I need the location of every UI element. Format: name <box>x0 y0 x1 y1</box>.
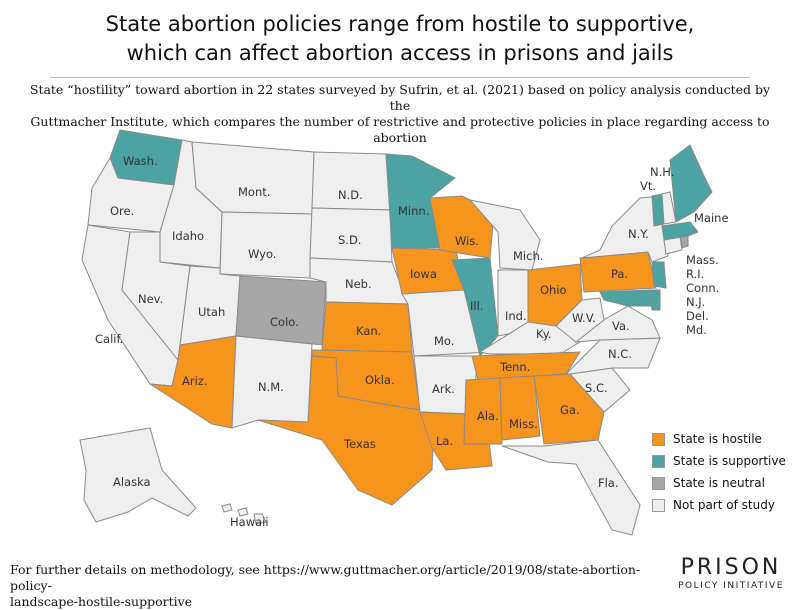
ne-label-md: Md. <box>686 323 707 337</box>
state-hi-3 <box>253 513 267 525</box>
label-tn: Tenn. <box>499 360 530 374</box>
state-fl <box>501 439 641 536</box>
label-ne: Neb. <box>345 277 372 291</box>
label-vt: Vt. <box>640 179 656 193</box>
state-de <box>649 289 661 311</box>
label-nv: Nev. <box>138 292 163 306</box>
state-wv <box>555 297 605 343</box>
swatch-not-studied <box>652 498 665 512</box>
state-me <box>669 144 713 223</box>
label-oh: Ohio <box>540 283 567 297</box>
label-ky: Ky. <box>536 327 552 341</box>
label-ar: Ark. <box>432 382 455 396</box>
ne-label-ri: R.I. <box>686 267 704 281</box>
ne-label-nj: N.J. <box>686 295 705 309</box>
label-ks: Kan. <box>356 324 381 338</box>
state-ga <box>533 373 605 445</box>
label-la: La. <box>436 434 453 448</box>
label-tx: Texas <box>343 437 376 451</box>
label-mo: Mo. <box>434 334 454 348</box>
state-wy <box>219 211 313 279</box>
label-id: Idaho <box>172 229 204 243</box>
subtitle: State “hostility” toward abortion in 22 … <box>20 82 780 146</box>
label-ia: Iowa <box>410 267 437 281</box>
label-al: Ala. <box>477 409 499 423</box>
state-co <box>235 275 327 346</box>
footnote-line-1: For further details on methodology, see … <box>10 562 641 593</box>
legend-item-neutral: State is neutral <box>652 472 786 494</box>
label-wy: Wyo. <box>248 247 276 261</box>
chart-title: State abortion policies range from hosti… <box>0 10 800 68</box>
legend-item-hostile: State is hostile <box>652 428 786 450</box>
logo-wordmark-top: PRISON <box>680 555 782 580</box>
label-pa: Pa. <box>611 267 628 281</box>
state-ak <box>79 427 197 523</box>
label-sc: S.C. <box>585 381 608 395</box>
label-ak: Alaska <box>113 475 151 489</box>
legend-item-supportive: State is supportive <box>652 450 786 472</box>
state-ma <box>661 221 699 241</box>
label-ut: Utah <box>198 305 225 319</box>
label-wv: W.V. <box>572 311 596 325</box>
state-nj <box>651 261 667 289</box>
label-mt: Mont. <box>238 185 270 199</box>
label-sd: S.D. <box>338 233 361 247</box>
label-mi: Mich. <box>513 249 543 263</box>
ne-label-ct: Conn. <box>686 281 719 295</box>
state-al <box>499 375 541 441</box>
swatch-supportive <box>652 454 665 468</box>
label-fl: Fla. <box>598 476 619 490</box>
legend: State is hostile State is supportive Sta… <box>652 428 786 516</box>
subtitle-line-1: State “hostility” toward abortion in 22 … <box>29 82 771 113</box>
swatch-neutral <box>652 476 665 490</box>
label-wa: Wash. <box>123 154 158 168</box>
legend-label-supportive: State is supportive <box>673 454 786 468</box>
label-nc: N.C. <box>608 347 632 361</box>
label-nm: N.M. <box>258 380 284 394</box>
footnote-line-2: landscape-hostile-supportive <box>10 594 193 609</box>
ne-label-ma: Mass. <box>686 253 719 267</box>
prison-policy-initiative-logo: PRISON POLICY INITIATIVE <box>672 556 790 592</box>
label-co: Colo. <box>270 315 299 329</box>
state-ri <box>679 235 689 249</box>
label-nh: N.H. <box>650 165 674 179</box>
label-or: Ore. <box>110 204 134 218</box>
label-il: Ill. <box>470 299 483 313</box>
label-ok: Okla. <box>365 373 395 387</box>
ne-label-de: Del. <box>686 309 709 323</box>
legend-label-neutral: State is neutral <box>673 476 765 490</box>
label-ny: N.Y. <box>628 227 649 241</box>
methodology-footnote: For further details on methodology, see … <box>10 562 650 610</box>
swatch-hostile <box>652 432 665 446</box>
state-wi <box>429 195 495 259</box>
legend-label-not-studied: Not part of study <box>673 498 775 512</box>
title-line-2: which can affect abortion access in pris… <box>126 41 674 65</box>
label-me: Maine <box>694 211 729 225</box>
label-in: Ind. <box>505 309 527 323</box>
legend-item-not-studied: Not part of study <box>652 494 786 516</box>
label-nd: N.D. <box>338 188 363 202</box>
title-divider <box>50 77 750 78</box>
label-ga: Ga. <box>560 403 580 417</box>
subtitle-line-2: Guttmacher Institute, which compares the… <box>30 114 770 145</box>
label-ca: Calif. <box>95 332 123 346</box>
title-line-1: State abortion policies range from hosti… <box>105 12 695 36</box>
label-az: Ariz. <box>182 374 207 388</box>
legend-label-hostile: State is hostile <box>673 432 762 446</box>
state-hi-1 <box>221 503 233 513</box>
state-hi-2 <box>237 507 249 517</box>
logo-wordmark-bottom: POLICY INITIATIVE <box>678 581 784 591</box>
state-ms <box>463 377 503 445</box>
label-va: Va. <box>612 319 630 333</box>
label-mn: Minn. <box>398 204 429 218</box>
label-hi: Hawaii <box>230 515 269 529</box>
northeast-state-list: Mass. R.I. Conn. N.J. Del. Md. <box>686 253 719 337</box>
label-wi: Wis. <box>455 234 479 248</box>
state-md <box>599 289 653 307</box>
state-tx <box>257 355 435 506</box>
label-ms: Miss. <box>509 417 538 431</box>
